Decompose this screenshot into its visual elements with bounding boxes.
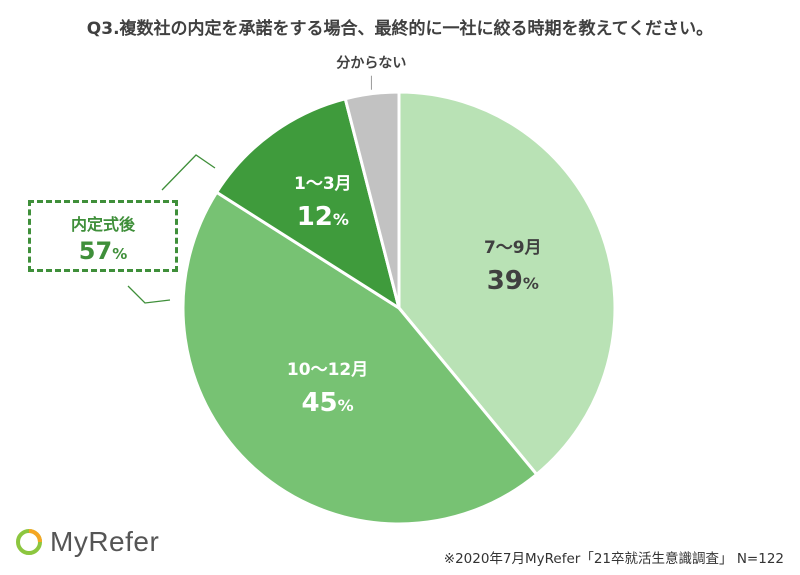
footnote: ※2020年7月MyRefer「21卒就活生意識調査」 N=122	[443, 551, 784, 567]
callout-connectors	[127, 154, 216, 304]
connector-top	[161, 154, 216, 191]
ring-logo-icon	[16, 529, 42, 555]
chart-title: Q3.複数社の内定を承諾をする場合、最終的に一社に絞る時期を教えてください。	[86, 19, 714, 39]
callout-box: 内定式後 57%	[28, 200, 178, 272]
pie-slice	[343, 90, 401, 309]
slice-label: 分からない	[336, 56, 406, 72]
slice-value: 12%	[297, 202, 349, 232]
slice-label: 10〜12月	[287, 360, 368, 380]
brand-logo: MyRefer	[14, 524, 159, 560]
slice-value: 39%	[487, 266, 539, 296]
pie-slice	[214, 96, 402, 312]
slice-label: 1〜3月	[294, 174, 352, 194]
slice-value: 45%	[301, 388, 353, 418]
connector-bottom	[127, 285, 171, 304]
callout-label: 内定式後	[70, 215, 135, 234]
logo-text: MyRefer	[50, 526, 160, 557]
pie-slice	[397, 90, 617, 477]
pie-slice	[181, 190, 539, 526]
slice-label: 7〜9月	[484, 238, 542, 258]
callout-value: 57%	[78, 237, 128, 265]
